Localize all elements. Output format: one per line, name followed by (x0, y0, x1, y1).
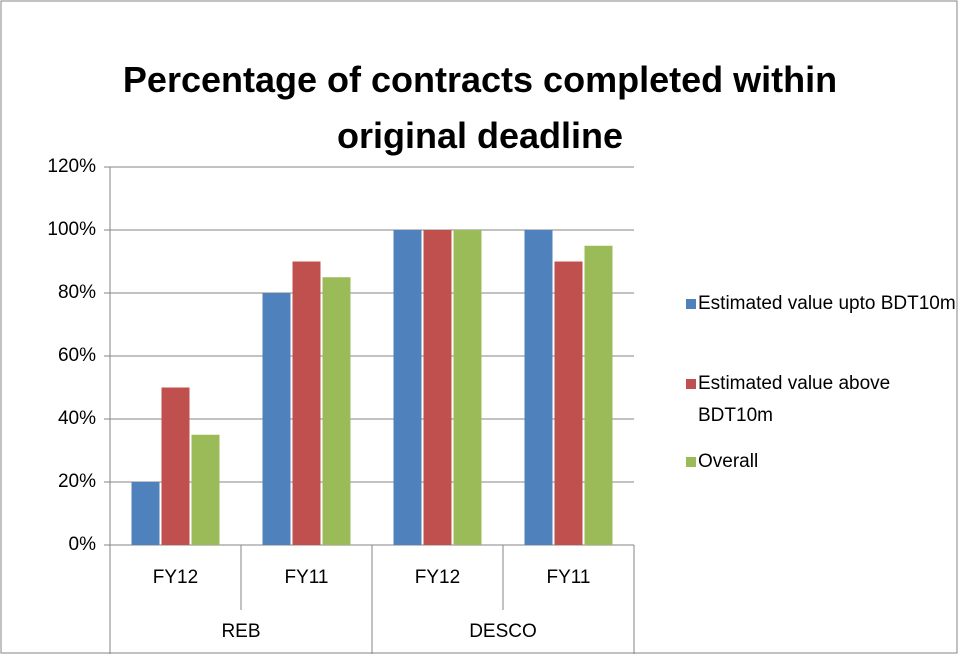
group-label: REB (221, 621, 260, 642)
bar (584, 245, 613, 545)
y-tick-label: 60% (58, 345, 96, 366)
bar (131, 482, 160, 545)
legend-entry: Estimated value upto BDT10m (686, 288, 958, 320)
legend-label: Estimated value above BDT10m (698, 373, 891, 426)
x-tick-label: FY12 (415, 567, 460, 588)
bar (453, 230, 482, 545)
bar (554, 261, 583, 545)
legend-entry: Overall (686, 446, 958, 478)
legend-entry: Estimated value above BDT10m (686, 368, 958, 432)
bar (423, 230, 452, 545)
legend-label: Estimated value upto BDT10m (698, 293, 956, 314)
y-tick-label: 100% (47, 219, 96, 240)
group-label: DESCO (469, 621, 537, 642)
bar (191, 434, 220, 545)
legend-label: Overall (698, 451, 759, 472)
bar (292, 261, 321, 545)
y-tick-label: 40% (58, 408, 96, 429)
y-tick-label: 0% (69, 534, 97, 555)
bar (524, 230, 553, 545)
legend-swatch (686, 379, 696, 389)
y-tick-label: 120% (47, 156, 96, 177)
bar (322, 277, 351, 545)
x-tick-label: FY11 (546, 567, 590, 588)
bar (393, 230, 422, 545)
bar (262, 293, 291, 545)
x-tick-label: FY12 (153, 567, 198, 588)
x-tick-label: FY11 (284, 567, 328, 588)
y-tick-label: 80% (58, 282, 96, 303)
chart-title: Percentage of contracts completed within… (122, 59, 838, 156)
legend-swatch (686, 299, 696, 309)
legend-swatch (686, 457, 696, 467)
bar (161, 387, 190, 545)
y-tick-label: 20% (58, 471, 96, 492)
